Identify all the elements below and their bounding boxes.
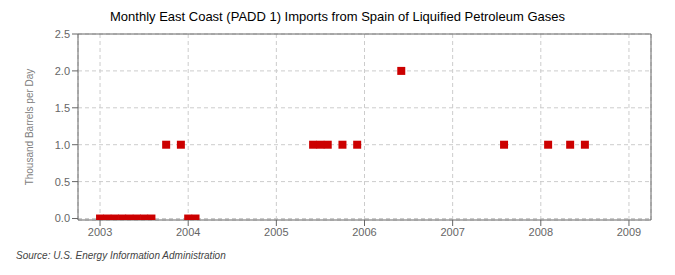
- svg-text:2004: 2004: [176, 226, 200, 238]
- html-text:Source: U.S. Energy Informatio: Source: U.S. Energy Information Administ…: [16, 250, 226, 261]
- svg-text:2007: 2007: [440, 226, 464, 238]
- svg-text:0.0: 0.0: [55, 212, 70, 224]
- svg-text:Thousand Barrels per Day: Thousand Barrels per Day: [24, 69, 35, 186]
- svg-text:2009: 2009: [617, 226, 641, 238]
- svg-text:2008: 2008: [529, 226, 553, 238]
- svg-text:2005: 2005: [264, 226, 288, 238]
- svg-text:1.0: 1.0: [55, 139, 70, 151]
- svg-text:1.5: 1.5: [55, 102, 70, 114]
- svg-text:0.5: 0.5: [55, 176, 70, 188]
- svg-text:2.0: 2.0: [55, 65, 70, 77]
- html-text:Monthly East Coast (PADD 1) Im: Monthly East Coast (PADD 1) Imports from…: [110, 9, 565, 24]
- svg-text:2006: 2006: [352, 226, 376, 238]
- svg-text:2.5: 2.5: [55, 28, 70, 40]
- svg-text:2003: 2003: [88, 226, 112, 238]
